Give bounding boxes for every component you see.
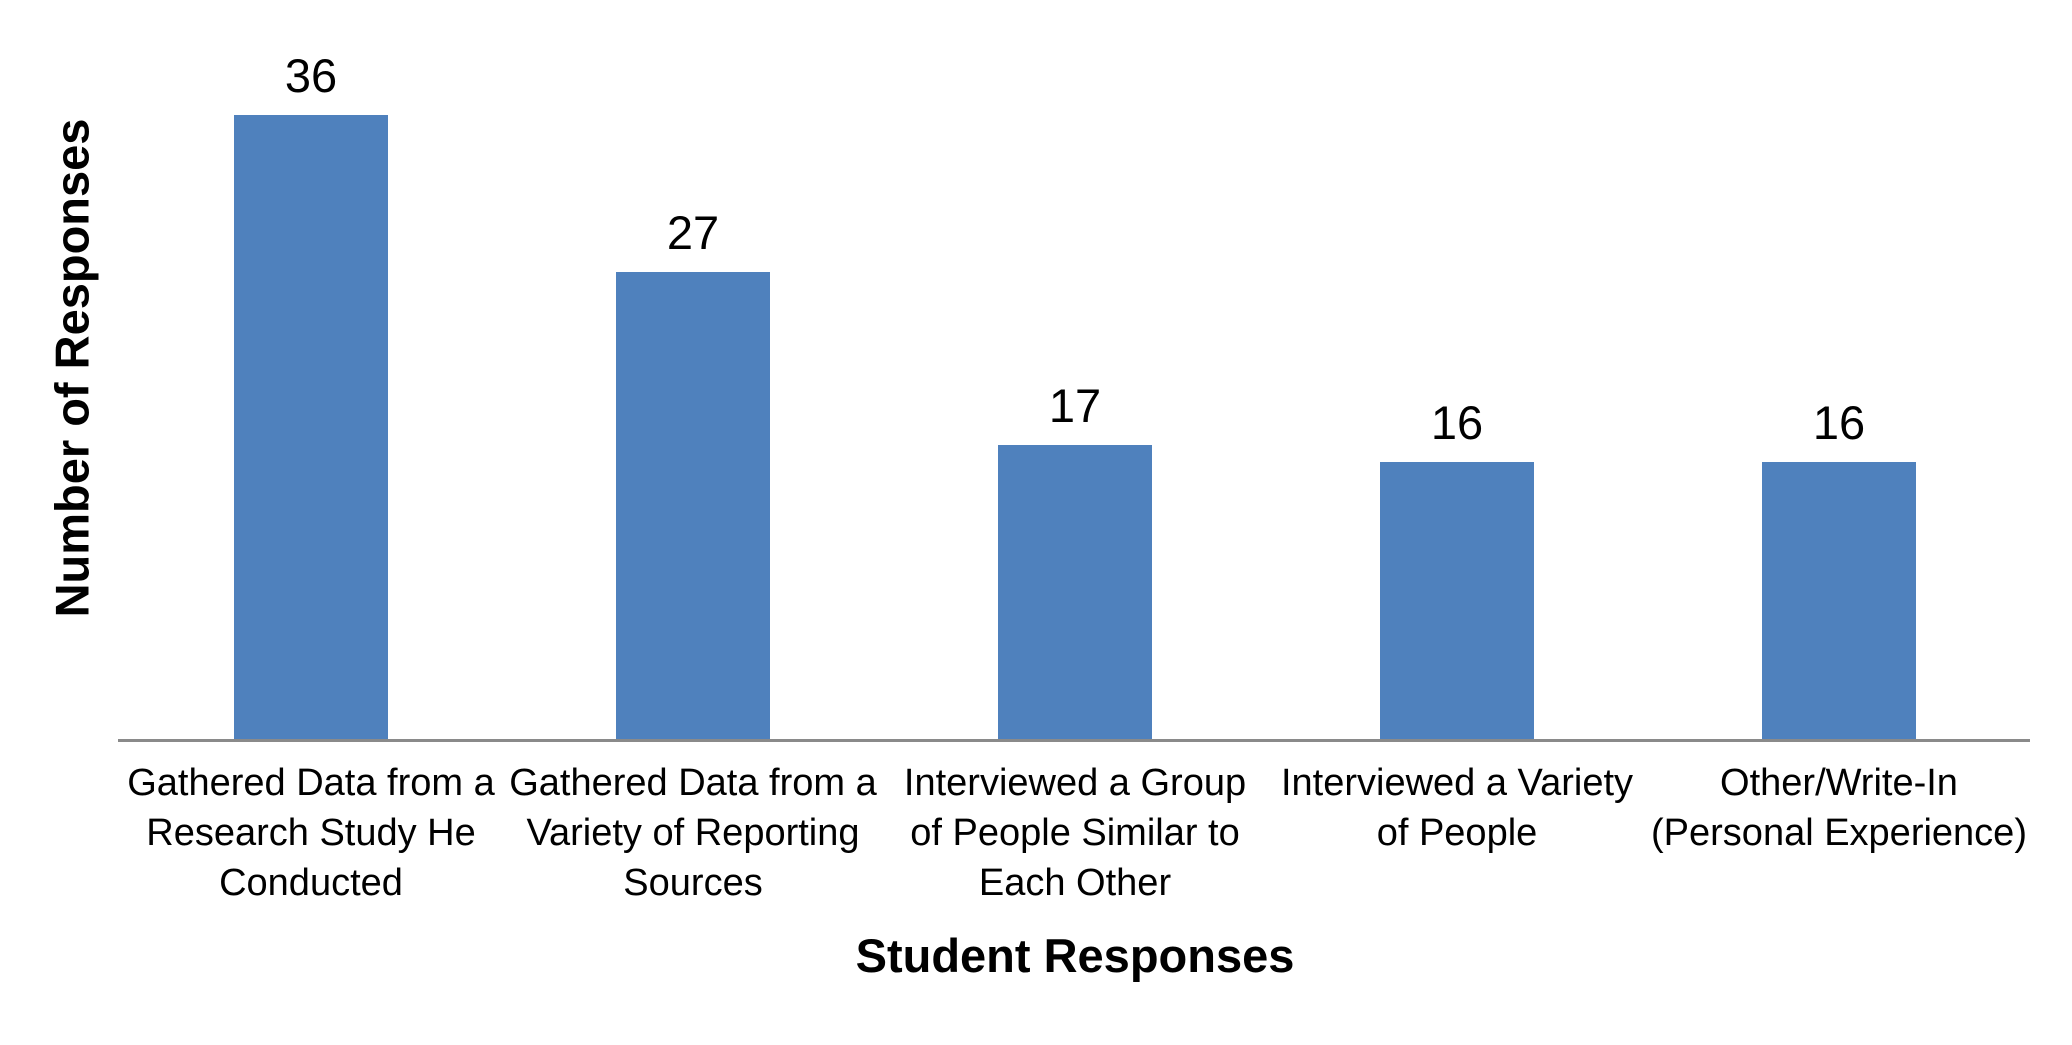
category-label: Interviewed a Variety of People — [1266, 758, 1648, 908]
bar-column: 27 — [502, 0, 884, 740]
category-label-line: Each Other — [978, 862, 1172, 904]
bar — [1380, 462, 1534, 740]
category-label-line: Sources — [623, 862, 763, 904]
category-label-line: of People Similar to — [910, 812, 1240, 854]
category-label-line: Research Study He — [146, 812, 476, 854]
category-label: Gathered Data from a Variety of Reporting… — [502, 758, 884, 908]
bar-value-label: 36 — [284, 49, 338, 102]
category-label: Gathered Data from a Research Study He Con… — [120, 758, 502, 908]
category-label-line: Gathered Data from a — [509, 762, 877, 804]
y-axis-title: Number of Responses — [45, 118, 99, 618]
category-label-line: of People — [1376, 812, 1538, 854]
category-label-line: Interviewed a Variety — [1280, 762, 1634, 804]
x-axis-title: Student Responses — [855, 929, 1295, 982]
category-label-line: (Personal Experience) — [1651, 812, 2027, 854]
bar-column: 16 — [1266, 0, 1648, 740]
bar-column: 16 — [1648, 0, 2030, 740]
bar — [234, 115, 388, 740]
category-label-line: Other/Write-In — [1720, 762, 1958, 804]
category-label: Interviewed a Group of People Similar to E… — [884, 758, 1266, 908]
category-label-line: Interviewed a Group — [903, 762, 1247, 804]
bar-value-label: 16 — [1812, 396, 1866, 449]
x-axis-line — [118, 739, 2030, 742]
x-axis-category-labels: Gathered Data from a Research Study He Con… — [120, 758, 2030, 908]
category-label-line: Variety of Reporting — [526, 812, 860, 854]
bar — [1762, 462, 1916, 740]
bar-value-label: 16 — [1430, 396, 1484, 449]
bar-column: 17 — [884, 0, 1266, 740]
bar-column: 36 — [120, 0, 502, 740]
bar-value-label: 17 — [1048, 379, 1102, 432]
bar — [998, 445, 1152, 740]
category-label: Other/Write-In (Personal Experience) — [1648, 758, 2030, 908]
bar-value-label: 27 — [666, 206, 720, 259]
category-label-line: Conducted — [219, 862, 403, 904]
plot-area: 36 27 17 16 16 — [120, 0, 2030, 740]
bar — [616, 272, 770, 740]
category-label-line: Gathered Data from a — [127, 762, 495, 804]
